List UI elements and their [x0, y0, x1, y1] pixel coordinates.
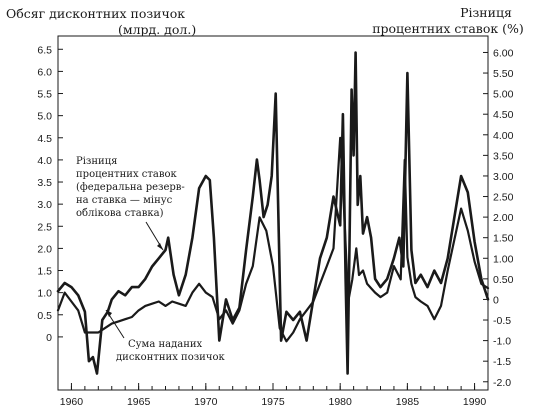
left-tick-label: 3.5 — [37, 177, 52, 189]
annotation-discount-loans-line-2: дисконтних позичок — [116, 352, 225, 363]
left-tick-label: 6.0 — [37, 66, 52, 78]
left-tick-label: 5.0 — [37, 111, 52, 123]
right-tick-label: 3.50 — [493, 150, 514, 162]
right-tick-label: -0.5 — [493, 315, 511, 327]
annotation-rate-spread-line-2: процентних ставок — [76, 169, 178, 180]
right-tick-label: 4.50 — [493, 109, 514, 121]
annotation-rate-spread-line-1: Різниця — [76, 156, 117, 167]
x-tick-label: 1965 — [127, 396, 151, 408]
right-axis-title-line-2: процентних ставок (%) — [372, 21, 524, 36]
annotation-rate-spread-arrowhead — [157, 243, 163, 250]
x-tick-label: 1980 — [329, 396, 353, 408]
series-layer — [56, 51, 490, 375]
left-tick-label: 4.5 — [37, 133, 52, 145]
left-tick-label: 5.5 — [37, 89, 52, 101]
right-tick-label: 6.00 — [493, 47, 514, 59]
x-tick-label: 1985 — [396, 396, 420, 408]
right-axis-title-line-1: Різниця — [460, 5, 512, 20]
annotation-discount-loans: Сума наданих дисконтних позичок — [105, 309, 225, 363]
left-axis-title-line-2: (млрд. дол.) — [118, 22, 196, 37]
right-tick-label: 0.50 — [493, 274, 514, 286]
x-tick-label: 1990 — [463, 396, 487, 408]
annotation-rate-spread-line-3: (федеральна резерв- — [76, 182, 185, 193]
annotation-discount-loans-arrowhead — [106, 310, 112, 317]
right-tick-label: 5.50 — [493, 68, 514, 80]
annotation-rate-spread-line-5: облікова ставка) — [76, 208, 164, 219]
left-tick-label: 6.5 — [37, 44, 52, 56]
right-tick-label: -2.0 — [493, 377, 511, 389]
right-tick-label: 0 — [493, 294, 499, 306]
left-tick-label: 0.5 — [37, 310, 52, 322]
left-tick-label: 1.5 — [37, 266, 52, 278]
right-tick-label: 3.00 — [493, 171, 514, 183]
right-tick-label: 2.00 — [493, 212, 514, 224]
x-tick-label: 1970 — [194, 396, 218, 408]
right-axis-ticks: 6.00 5.50 5.00 4.50 4.00 3.50 3.00 2.50 2.00 1.50… — [483, 47, 514, 389]
left-tick-label: 2.5 — [37, 221, 52, 233]
right-tick-label: -1.5 — [493, 356, 511, 368]
left-tick-label: 4.0 — [37, 155, 52, 167]
series-line-rate-spread — [56, 51, 490, 375]
left-tick-label: 3.0 — [37, 199, 52, 211]
left-tick-label: 2.0 — [37, 243, 52, 255]
left-axis-ticks: 6.5 6.0 5.5 5.0 4.5 4.0 3.5 3.0 2.5 2.0 1.5 1.0 0.5 0 — [37, 44, 63, 344]
x-axis-ticks: 1960 1965 1970 1975 1980 1985 1990 — [57, 383, 489, 408]
x-tick-label: 1975 — [261, 396, 285, 408]
right-tick-label: 1.00 — [493, 253, 514, 265]
annotation-rate-spread: Різниця процентних ставок (федеральна ре… — [76, 156, 185, 251]
right-tick-label: 1.50 — [493, 233, 514, 245]
right-tick-label: 5.00 — [493, 89, 514, 101]
left-tick-label: 0 — [46, 332, 52, 344]
right-tick-label: 4.00 — [493, 130, 514, 142]
series-line-discount-loans — [56, 136, 490, 343]
right-tick-label: -1.0 — [493, 336, 511, 348]
annotation-rate-spread-line-4: на ставка — мінус — [76, 195, 173, 206]
annotation-discount-loans-line-1: Сума наданих — [128, 339, 203, 350]
left-axis-title-line-1: Обсяг дисконтних позичок — [6, 6, 185, 21]
left-tick-label: 1.0 — [37, 288, 52, 300]
x-tick-label: 1960 — [60, 396, 84, 408]
right-tick-label: 2.50 — [493, 192, 514, 204]
